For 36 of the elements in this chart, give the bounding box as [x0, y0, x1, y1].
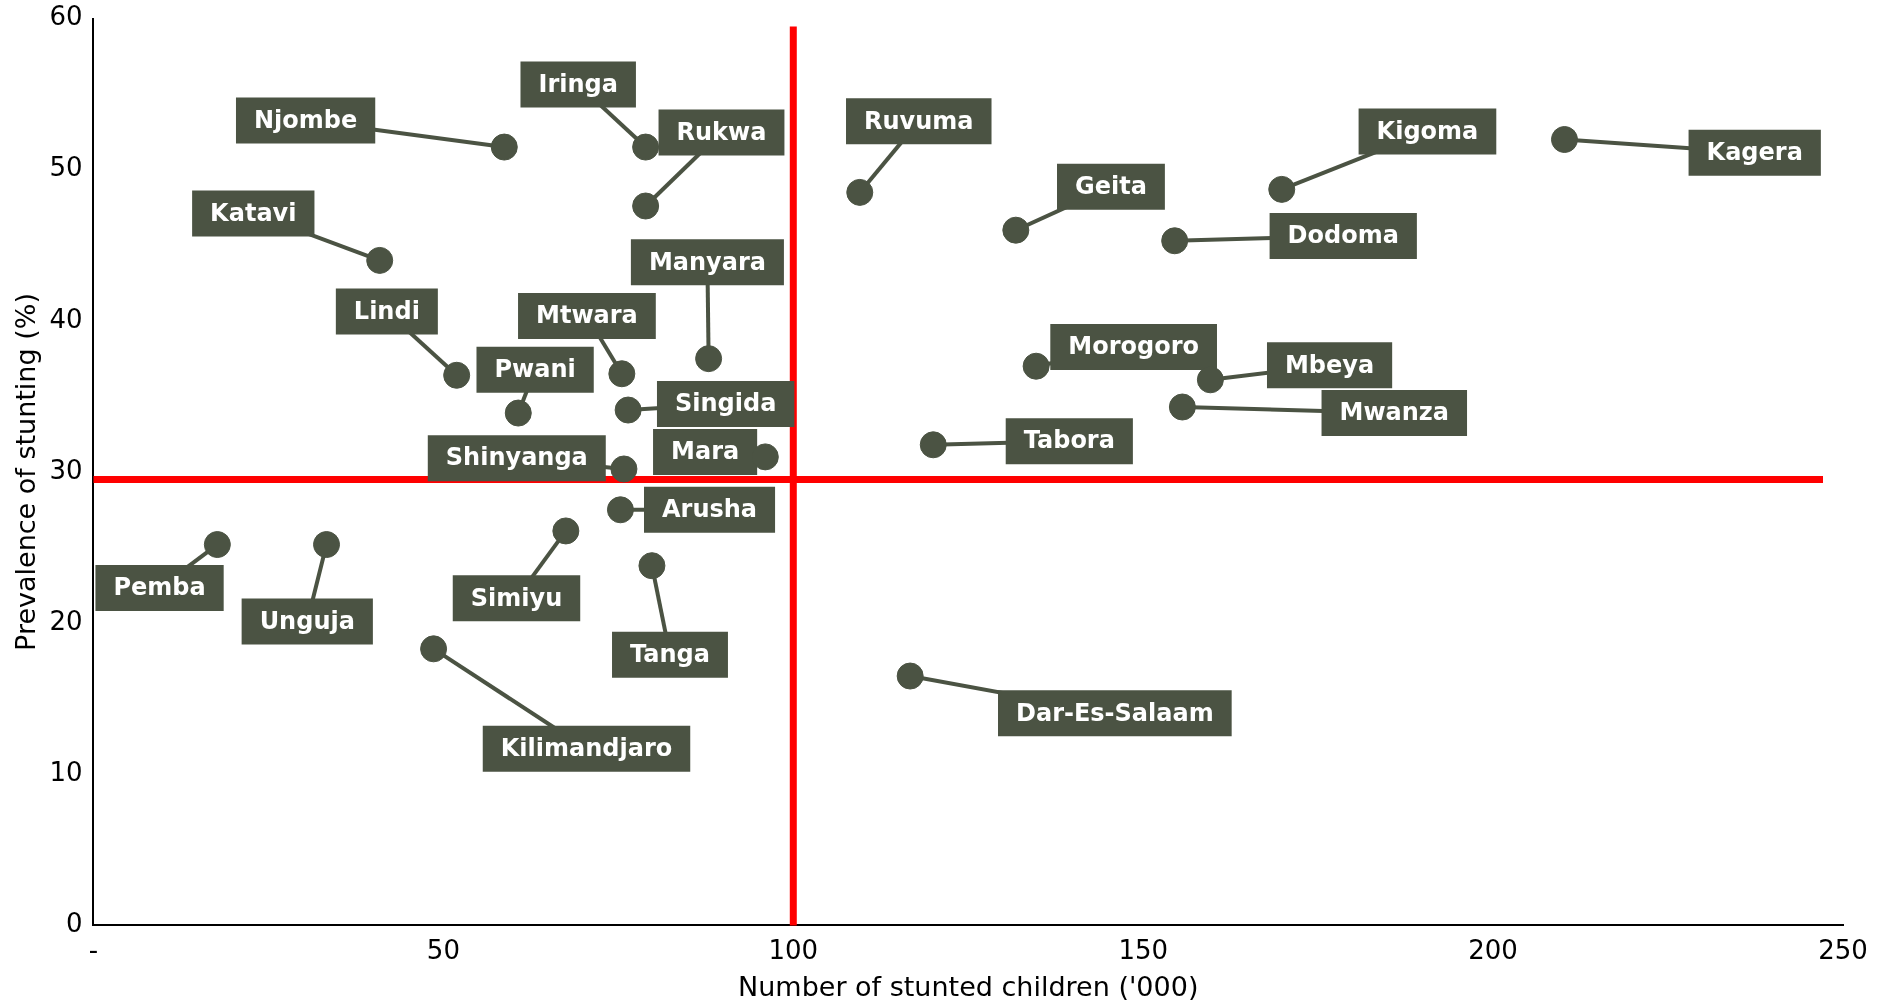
annotation: Mara — [671, 437, 740, 466]
annotation: Dodoma — [1287, 221, 1399, 250]
annotation: Mwanza — [1339, 398, 1450, 427]
annotation: Tabora — [1023, 426, 1115, 455]
annotation: Katavi — [210, 198, 297, 227]
y-tick-label: 30 — [49, 454, 83, 485]
annotation: Kigoma — [1376, 116, 1479, 145]
y-tick-label: 40 — [49, 303, 83, 334]
x-tick-label: 100 — [768, 934, 819, 965]
annotation: Mtwara — [536, 301, 638, 330]
y-tick-label: 20 — [49, 605, 83, 636]
x-tick-label: - — [88, 934, 99, 965]
annotation: Pwani — [494, 354, 576, 383]
y-axis-title: Prevalence of stunting (%) — [10, 293, 42, 651]
annotation: Simiyu — [470, 583, 563, 612]
x-tick-label: 200 — [1468, 934, 1518, 965]
y-tick-label: 10 — [49, 757, 83, 788]
annotation: Manyara — [648, 247, 766, 276]
annotation: Rukwa — [676, 117, 767, 146]
x-tick-label: 150 — [1118, 934, 1169, 965]
y-tick-label: 50 — [49, 152, 83, 183]
annotation: Iringa — [538, 69, 618, 98]
annotation: Unguja — [259, 606, 355, 635]
annotation: Tanga — [630, 640, 710, 669]
x-tick-label: 250 — [1818, 934, 1868, 965]
annotation: Kagera — [1706, 137, 1803, 166]
x-tick-label: 50 — [426, 934, 460, 965]
annotation: Kilimandjaro — [500, 733, 673, 762]
annotation: Lindi — [353, 296, 420, 325]
annotation: Ruvuma — [864, 106, 974, 135]
annotation: Njombe — [253, 105, 358, 134]
annotation: Morogoro — [1068, 332, 1199, 361]
y-tick-label: 60 — [49, 1, 83, 32]
annotation: Mbeya — [1284, 350, 1375, 379]
y-tick-label: 0 — [65, 908, 83, 939]
x-axis-title: Number of stunted children ('000) — [738, 970, 1199, 1002]
